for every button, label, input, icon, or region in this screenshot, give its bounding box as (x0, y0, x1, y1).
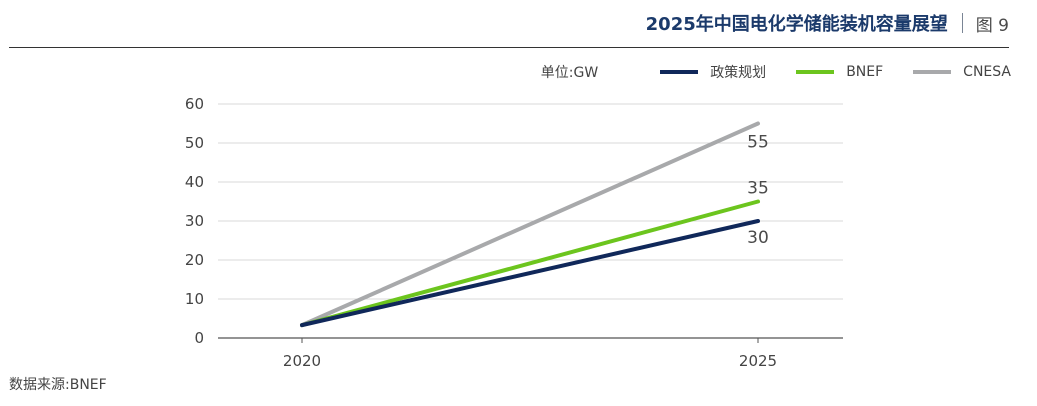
legend-label-bnef: BNEF (846, 64, 884, 80)
legend-label-policy: 政策规划 (710, 65, 767, 81)
chart-legend: 单位:GW 政策规划 BNEF CNESA (541, 63, 1011, 81)
legend-item-cnesa: CNESA (913, 64, 1011, 80)
title-separator (961, 13, 963, 33)
legend-swatch-cnesa (913, 70, 952, 74)
header: 2025年中国电化学储能装机容量展望 图 9 (646, 9, 1009, 37)
x-tick-label-2025: 2025 (739, 352, 777, 370)
source-note: 数据来源:BNEF (9, 377, 107, 393)
series-line-bnef (300, 199, 760, 328)
page-title: 2025年中国电化学储能装机容量展望 (645, 14, 948, 35)
series-line-policy (300, 219, 760, 328)
y-tick-label-50: 50 (185, 134, 204, 152)
legend-item-policy: 政策规划 (660, 62, 766, 82)
y-tick-label-60: 60 (185, 95, 204, 113)
legend-swatch-bnef (796, 70, 835, 74)
legend-swatch-policy (660, 70, 699, 74)
figure-label: 图 9 (975, 15, 1009, 36)
series-line-cnesa (300, 121, 760, 328)
y-tick-label-20: 20 (185, 251, 204, 269)
legend-label-cnesa: CNESA (963, 64, 1011, 80)
data-label-policy: 30 (747, 228, 769, 248)
data-label-bnef: 35 (747, 179, 769, 199)
y-tick-label-0: 0 (194, 329, 204, 347)
data-label-cnesa: 55 (747, 133, 769, 153)
y-tick-label-10: 10 (185, 290, 204, 308)
y-tick-label-40: 40 (185, 173, 204, 191)
header-rule (9, 47, 1009, 48)
x-tick-label-2020: 2020 (283, 352, 321, 370)
legend-item-bnef: BNEF (796, 64, 883, 80)
y-tick-label-30: 30 (185, 212, 204, 230)
unit-label: 单位:GW (540, 65, 599, 81)
